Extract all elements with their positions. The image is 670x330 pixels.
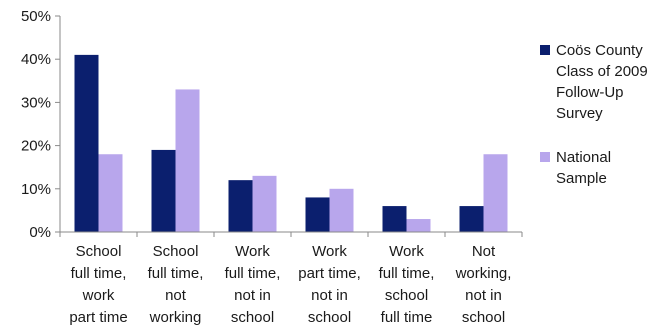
x-category-label-line: Not xyxy=(472,243,496,260)
legend-label-line: Class of 2009 xyxy=(556,63,648,80)
x-category-label: Work full time, school full time xyxy=(379,243,435,326)
x-category-label-line: school xyxy=(308,309,351,326)
legend-label-series-2: National Sample xyxy=(556,149,611,187)
x-axis: School full time, work part time School full … xyxy=(59,231,523,326)
bar-series-2-cat-2 xyxy=(175,89,200,232)
y-tick-label: 50% xyxy=(21,8,51,25)
x-category-label-line: not in xyxy=(465,287,502,304)
x-category-label: School full time, work part time xyxy=(69,243,127,326)
bar-series-1-cat-4 xyxy=(305,197,330,232)
legend-swatch-series-1 xyxy=(540,45,550,55)
x-category-label-line: part time, xyxy=(298,265,361,282)
legend-label-line: Coös County xyxy=(556,42,643,59)
legend: Coös County Class of 2009 Follow-Up Survey N… xyxy=(540,42,648,187)
bar-series-1-cat-6 xyxy=(459,206,484,232)
x-category-label-line: not in xyxy=(311,287,348,304)
y-tick-label: 30% xyxy=(21,94,51,111)
legend-label-line: Sample xyxy=(556,170,607,187)
bar-series-1-cat-2 xyxy=(151,149,176,232)
x-category-label-line: not in xyxy=(234,287,271,304)
x-category-label-line: School xyxy=(76,243,122,260)
x-category-label-line: work xyxy=(82,287,115,304)
y-tick-label: 10% xyxy=(21,181,51,198)
x-category-label-line: Work xyxy=(312,243,347,260)
x-category-label-line: school xyxy=(385,287,428,304)
legend-label-line: National xyxy=(556,149,611,166)
x-category-label-line: working xyxy=(149,309,202,326)
y-axis: 0% 10% 20% 30% 40% 50% xyxy=(21,8,61,241)
bars xyxy=(74,54,508,232)
bar-series-2-cat-4 xyxy=(329,188,354,232)
x-category-label-line: school xyxy=(231,309,274,326)
x-category-label: Work part time, not in school xyxy=(298,243,361,326)
bar-series-2-cat-5 xyxy=(406,219,431,232)
legend-label-line: Follow-Up xyxy=(556,84,624,101)
x-category-label: Work full time, not in school xyxy=(225,243,281,326)
y-tick-label: 0% xyxy=(29,224,51,241)
legend-swatch-series-2 xyxy=(540,152,550,162)
x-category-label-line: full time, xyxy=(71,265,127,282)
x-category-label: School full time, not working xyxy=(148,243,204,326)
x-category-label: Not working, not in school xyxy=(455,243,512,326)
x-category-label-line: full time, xyxy=(148,265,204,282)
bar-series-2-cat-3 xyxy=(252,175,277,232)
y-tick-label: 20% xyxy=(21,138,51,155)
x-category-label-line: school xyxy=(462,309,505,326)
bar-series-1-cat-1 xyxy=(74,54,99,232)
bar-series-2-cat-1 xyxy=(98,154,123,232)
bar-series-1-cat-3 xyxy=(228,180,253,232)
x-category-label-line: full time xyxy=(381,309,433,326)
bar-series-1-cat-5 xyxy=(382,206,407,232)
y-tick-label: 40% xyxy=(21,51,51,68)
x-category-label-line: full time, xyxy=(379,265,435,282)
legend-label-line: Survey xyxy=(556,105,603,122)
x-category-label-line: Work xyxy=(235,243,270,260)
x-category-label-line: School xyxy=(153,243,199,260)
legend-label-series-1: Coös County Class of 2009 Follow-Up Survey xyxy=(556,42,648,122)
x-category-label-line: full time, xyxy=(225,265,281,282)
x-category-label-line: part time xyxy=(69,309,127,326)
x-category-label-line: working, xyxy=(455,265,512,282)
x-category-label-line: Work xyxy=(389,243,424,260)
bar-series-2-cat-6 xyxy=(483,154,508,232)
x-category-label-line: not xyxy=(165,287,187,304)
